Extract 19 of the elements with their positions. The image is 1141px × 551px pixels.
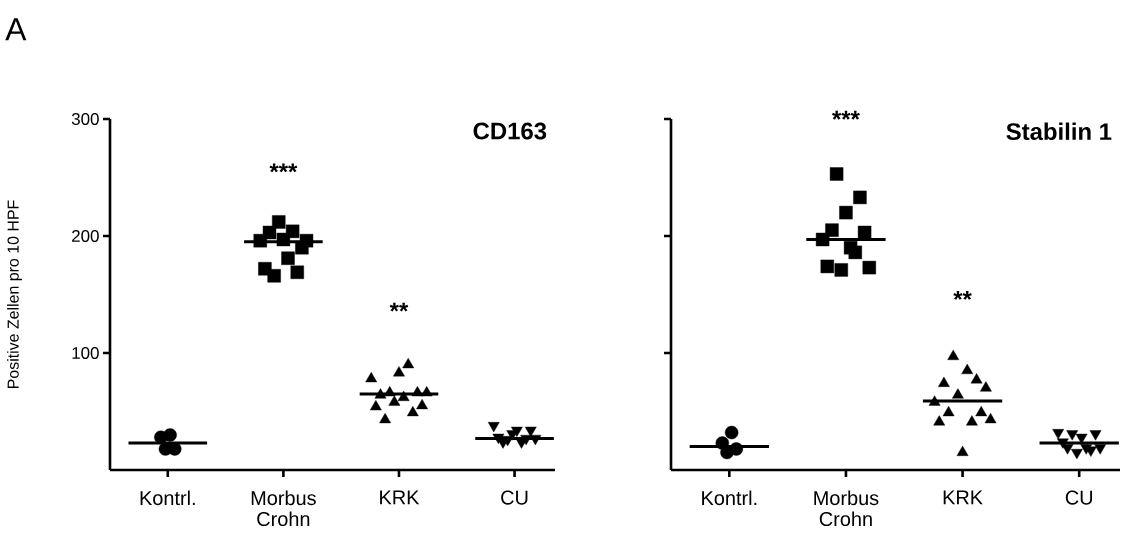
y-tick-label: 300 [71,113,99,126]
y-tick-label: 100 [72,347,99,360]
chart-title: CD163 [473,122,547,140]
annotation: *** [832,110,860,120]
x-tick-label: KRK [943,490,983,505]
text: A [5,18,27,41]
x-tick-label: CU [1065,490,1093,505]
x-tick-label: Kontrl. [140,490,195,506]
x-tick-label: Morbus Crohn [814,490,879,527]
x-tick-label: Kontrl. [702,490,757,506]
x-tick-label: Morbus Crohn [251,490,316,527]
y-axis-title: Positive Zellen pro 10 HPF [7,200,22,388]
annotation: ** [953,290,972,300]
chart-title: Stabilin 1 [1006,122,1112,141]
x-tick-label: KRK [380,490,420,505]
x-tick-label: CU [501,490,528,505]
y-tick-label: 200 [72,230,99,243]
annotation: ** [389,302,409,312]
annotation: *** [269,163,298,173]
